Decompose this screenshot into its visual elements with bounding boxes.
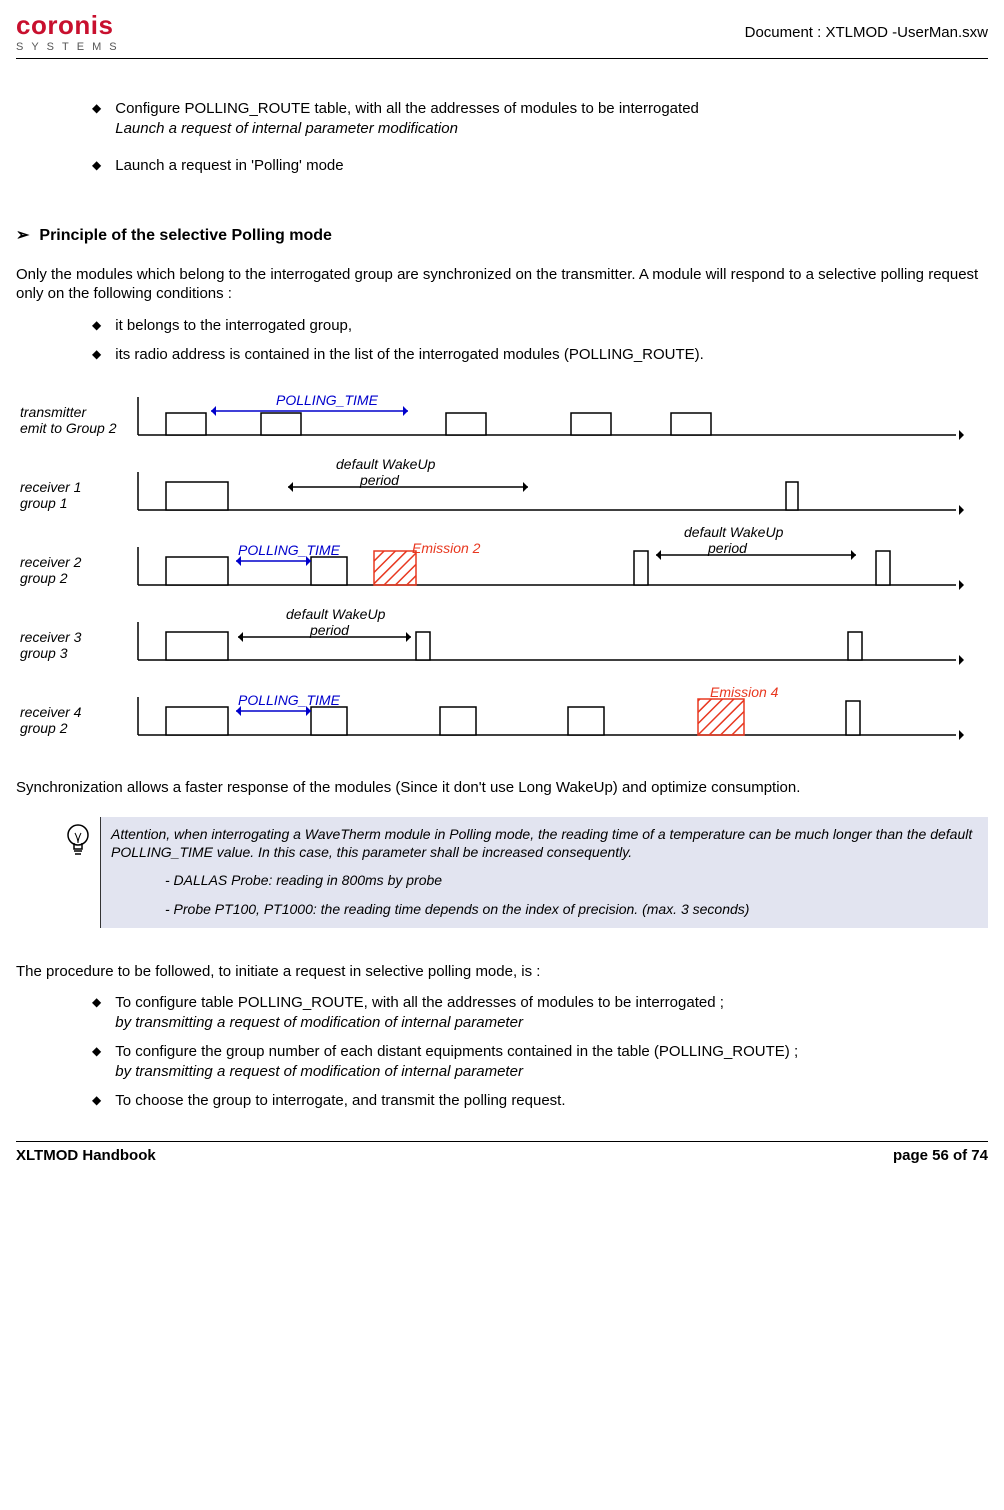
diamond-icon: ◆ (92, 316, 101, 336)
diamond-icon: ◆ (92, 993, 101, 1032)
svg-text:POLLING_TIME: POLLING_TIME (276, 392, 379, 408)
procedure-list: ◆ To configure table POLLING_ROUTE, with… (92, 993, 988, 1111)
chevron-right-icon: ➢ (16, 226, 29, 247)
svg-text:period: period (309, 622, 350, 638)
diamond-icon: ◆ (92, 1042, 101, 1081)
list-item: ◆ To configure the group number of each … (92, 1042, 988, 1081)
diamond-icon: ◆ (92, 1091, 101, 1111)
logo-main: coronis (16, 12, 125, 38)
note-content: Attention, when interrogating a WaveTher… (100, 817, 988, 928)
bullet-subtext: Launch a request of internal parameter m… (115, 120, 458, 137)
bullet-text: Configure POLLING_ROUTE table, with all … (115, 100, 699, 117)
attention-note: Attention, when interrogating a WaveTher… (56, 817, 988, 928)
logo-sub: SYSTEMS (16, 40, 125, 54)
conditions-list: ◆ it belongs to the interrogated group, … (92, 316, 988, 365)
procedure-text: To configure the group number of each di… (115, 1043, 798, 1060)
svg-text:period: period (359, 472, 400, 488)
intro-paragraph: Only the modules which belong to the int… (16, 265, 988, 304)
footer-right: page 56 of 74 (893, 1146, 988, 1166)
svg-text:receiver 4: receiver 4 (20, 704, 82, 720)
footer-left: XLTMOD Handbook (16, 1146, 156, 1166)
list-item: ◆ it belongs to the interrogated group, (92, 316, 988, 336)
diamond-icon: ◆ (92, 99, 101, 138)
svg-text:receiver 3: receiver 3 (20, 629, 82, 645)
document-reference: Document : XTLMOD -UserMan.sxw (745, 23, 988, 43)
svg-text:POLLING_TIME: POLLING_TIME (238, 542, 341, 558)
note-line: - Probe PT100, PT1000: the reading time … (165, 900, 978, 918)
sync-paragraph: Synchronization allows a faster response… (16, 778, 988, 798)
list-item: ◆ Launch a request in 'Polling' mode (92, 156, 988, 176)
procedure-subtext: by transmitting a request of modificatio… (115, 1063, 523, 1080)
list-item: ◆ To configure table POLLING_ROUTE, with… (92, 993, 988, 1032)
svg-text:group 2: group 2 (20, 570, 68, 586)
bullet-text: Launch a request in 'Polling' mode (115, 157, 343, 174)
svg-text:transmitter: transmitter (20, 404, 87, 420)
diamond-icon: ◆ (92, 345, 101, 365)
procedure-text: To configure table POLLING_ROUTE, with a… (115, 994, 724, 1011)
note-line: - DALLAS Probe: reading in 800ms by prob… (165, 871, 978, 889)
timing-diagram-svg: transmitteremit to Group 2POLLING_TIMEre… (16, 375, 976, 750)
svg-text:receiver 1: receiver 1 (20, 479, 81, 495)
lightbulb-icon (56, 817, 100, 867)
svg-text:group 3: group 3 (20, 645, 68, 661)
list-item: ◆ Configure POLLING_ROUTE table, with al… (92, 99, 988, 138)
procedure-subtext: by transmitting a request of modificatio… (115, 1014, 523, 1031)
svg-text:period: period (707, 540, 748, 556)
top-bullet-list: ◆ Configure POLLING_ROUTE table, with al… (92, 99, 988, 176)
svg-text:POLLING_TIME: POLLING_TIME (238, 692, 341, 708)
condition-text: it belongs to the interrogated group, (115, 316, 352, 336)
condition-text: its radio address is contained in the li… (115, 345, 704, 365)
section-heading: ➢ Principle of the selective Polling mod… (16, 226, 988, 247)
procedure-intro: The procedure to be followed, to initiat… (16, 962, 988, 982)
svg-text:default WakeUp: default WakeUp (684, 524, 784, 540)
svg-text:Emission 2: Emission 2 (412, 540, 481, 556)
svg-text:group 1: group 1 (20, 495, 67, 511)
logo: coronis SYSTEMS (16, 12, 125, 54)
list-item: ◆ To choose the group to interrogate, an… (92, 1091, 988, 1111)
svg-text:default WakeUp: default WakeUp (336, 456, 436, 472)
timing-diagram: transmitteremit to Group 2POLLING_TIMEre… (16, 375, 988, 750)
page-header: coronis SYSTEMS Document : XTLMOD -UserM… (16, 12, 988, 59)
procedure-text: To choose the group to interrogate, and … (115, 1092, 565, 1109)
svg-text:group 2: group 2 (20, 720, 68, 736)
svg-text:receiver 2: receiver 2 (20, 554, 82, 570)
svg-text:default WakeUp: default WakeUp (286, 606, 386, 622)
section-title: Principle of the selective Polling mode (39, 226, 332, 247)
note-main: Attention, when interrogating a WaveTher… (111, 825, 978, 861)
svg-text:Emission 4: Emission 4 (710, 684, 779, 700)
list-item: ◆ its radio address is contained in the … (92, 345, 988, 365)
diamond-icon: ◆ (92, 156, 101, 176)
svg-text:emit to Group 2: emit to Group 2 (20, 420, 117, 436)
page-footer: XLTMOD Handbook page 56 of 74 (16, 1141, 988, 1166)
